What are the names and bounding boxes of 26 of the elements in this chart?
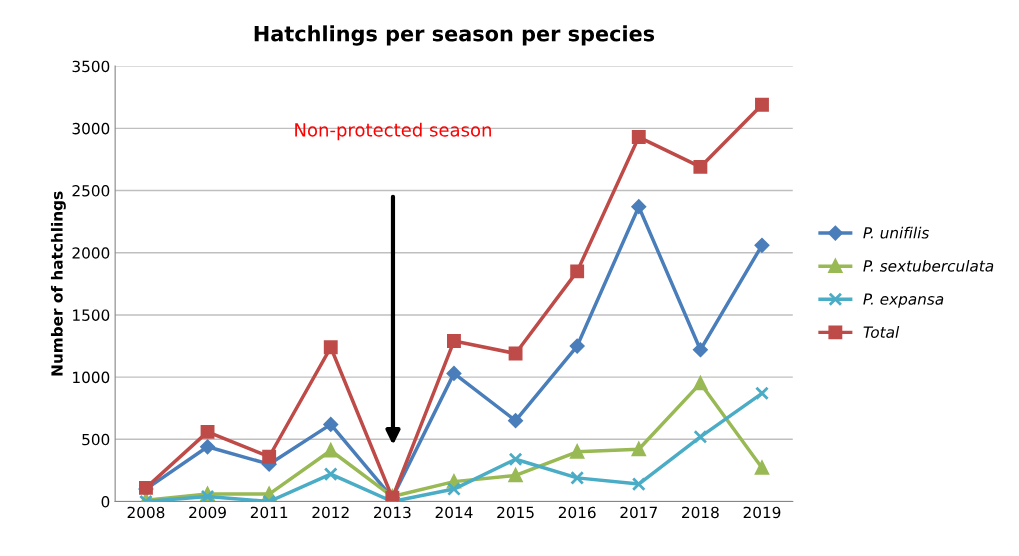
x-tick-label: 2014 xyxy=(435,506,473,519)
y-tick-label: 3000 xyxy=(72,122,110,135)
legend-label: P. unifilis xyxy=(863,226,930,239)
y-tick-label: 500 xyxy=(82,433,110,446)
y-tick-label: 1500 xyxy=(73,309,110,321)
x-tick-label: 2009 xyxy=(189,506,226,519)
y-tick-label: 3500 xyxy=(72,60,110,73)
x-tick-label: 2017 xyxy=(620,506,657,519)
chart-title: Hatchlings per season per species xyxy=(254,25,655,46)
x-tick-label: 2019 xyxy=(743,506,781,519)
legend-label: P. expansa xyxy=(863,293,944,308)
legend-label: P. sextuberculata xyxy=(863,259,994,272)
x-tick-label: 2011 xyxy=(250,506,288,519)
legend-label: Total xyxy=(863,326,900,338)
x-tick-label: 2015 xyxy=(497,506,534,519)
x-tick-label: 2018 xyxy=(682,506,719,519)
y-axis-title: Number of hatchlings xyxy=(50,191,66,376)
x-tick-label: 2013 xyxy=(374,506,411,519)
annotation: Non-protected season xyxy=(295,122,491,141)
x-tick-label: 2008 xyxy=(127,506,165,519)
x-tick-label: 2012 xyxy=(312,506,349,519)
y-tick-label: 0 xyxy=(101,495,110,508)
y-tick-label: 2000 xyxy=(72,247,110,259)
y-tick-label: 1000 xyxy=(73,371,110,384)
x-tick-label: 2016 xyxy=(558,506,596,519)
y-tick-label: 2500 xyxy=(72,185,110,197)
